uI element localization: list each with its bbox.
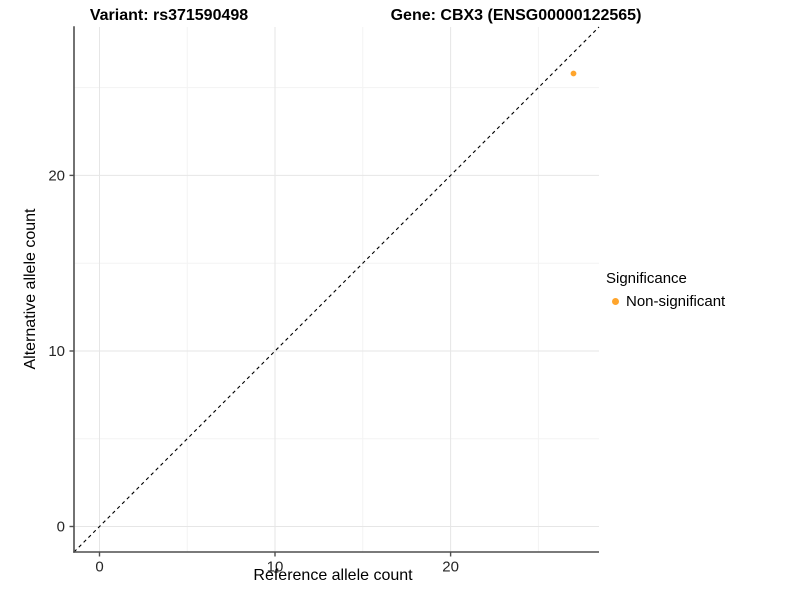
x-tick-label: 10 [267, 559, 284, 576]
legend-point-icon [612, 298, 619, 305]
x-tick-label: 20 [442, 559, 459, 576]
plot-panel: 0 10 20 0 10 20 [48, 26, 600, 576]
scatter-plot: 0 10 20 0 10 20 [48, 26, 600, 576]
identity-line [73, 26, 600, 553]
x-tick-label: 0 [95, 559, 103, 576]
data-point [570, 70, 577, 77]
legend: Significance Non-significant [606, 269, 725, 311]
x-axis-title: Reference allele count [253, 567, 413, 584]
variant-title: Variant: rs371590498 [89, 7, 249, 24]
gene-title: Gene: CBX3 (ENSG00000122565) [390, 7, 642, 24]
y-tick-label: 10 [48, 343, 65, 360]
legend-item: Non-significant [606, 292, 725, 311]
legend-title: Significance [606, 270, 687, 287]
y-tick-label: 20 [48, 168, 65, 185]
legend-item-label: Non-significant [626, 293, 726, 310]
y-axis-title: Alternative allele count [22, 208, 39, 370]
y-tick-label: 0 [57, 519, 65, 536]
